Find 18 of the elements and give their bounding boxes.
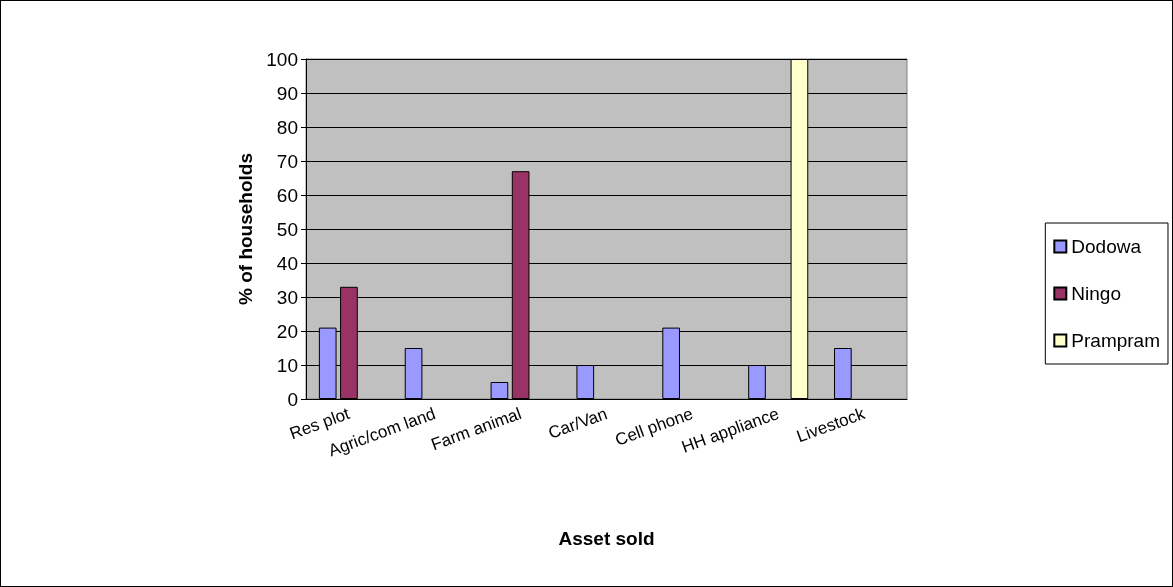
y-tick-label: 70 [276, 150, 298, 172]
y-tick-label: 90 [276, 82, 298, 104]
y-axis-title: % of households [235, 153, 257, 305]
y-tick-label: 50 [276, 218, 298, 240]
y-tick-label: 30 [276, 286, 298, 308]
legend-label: Ningo [1071, 283, 1121, 304]
y-tick-label: 60 [276, 184, 298, 206]
x-tick-label: Car/Van [545, 404, 610, 443]
y-tick-label: 40 [276, 252, 298, 274]
y-tick-label: 100 [266, 48, 298, 70]
bar [490, 382, 509, 399]
y-tick-label: 20 [276, 320, 298, 342]
legend-label: Prampram [1071, 330, 1161, 351]
y-tick-label: 80 [276, 116, 298, 138]
y-tick-label: 0 [287, 388, 298, 410]
y-tick-label: 10 [276, 354, 298, 376]
legend-label: Dodowa [1071, 236, 1142, 257]
x-axis-title: Asset sold [558, 528, 655, 549]
